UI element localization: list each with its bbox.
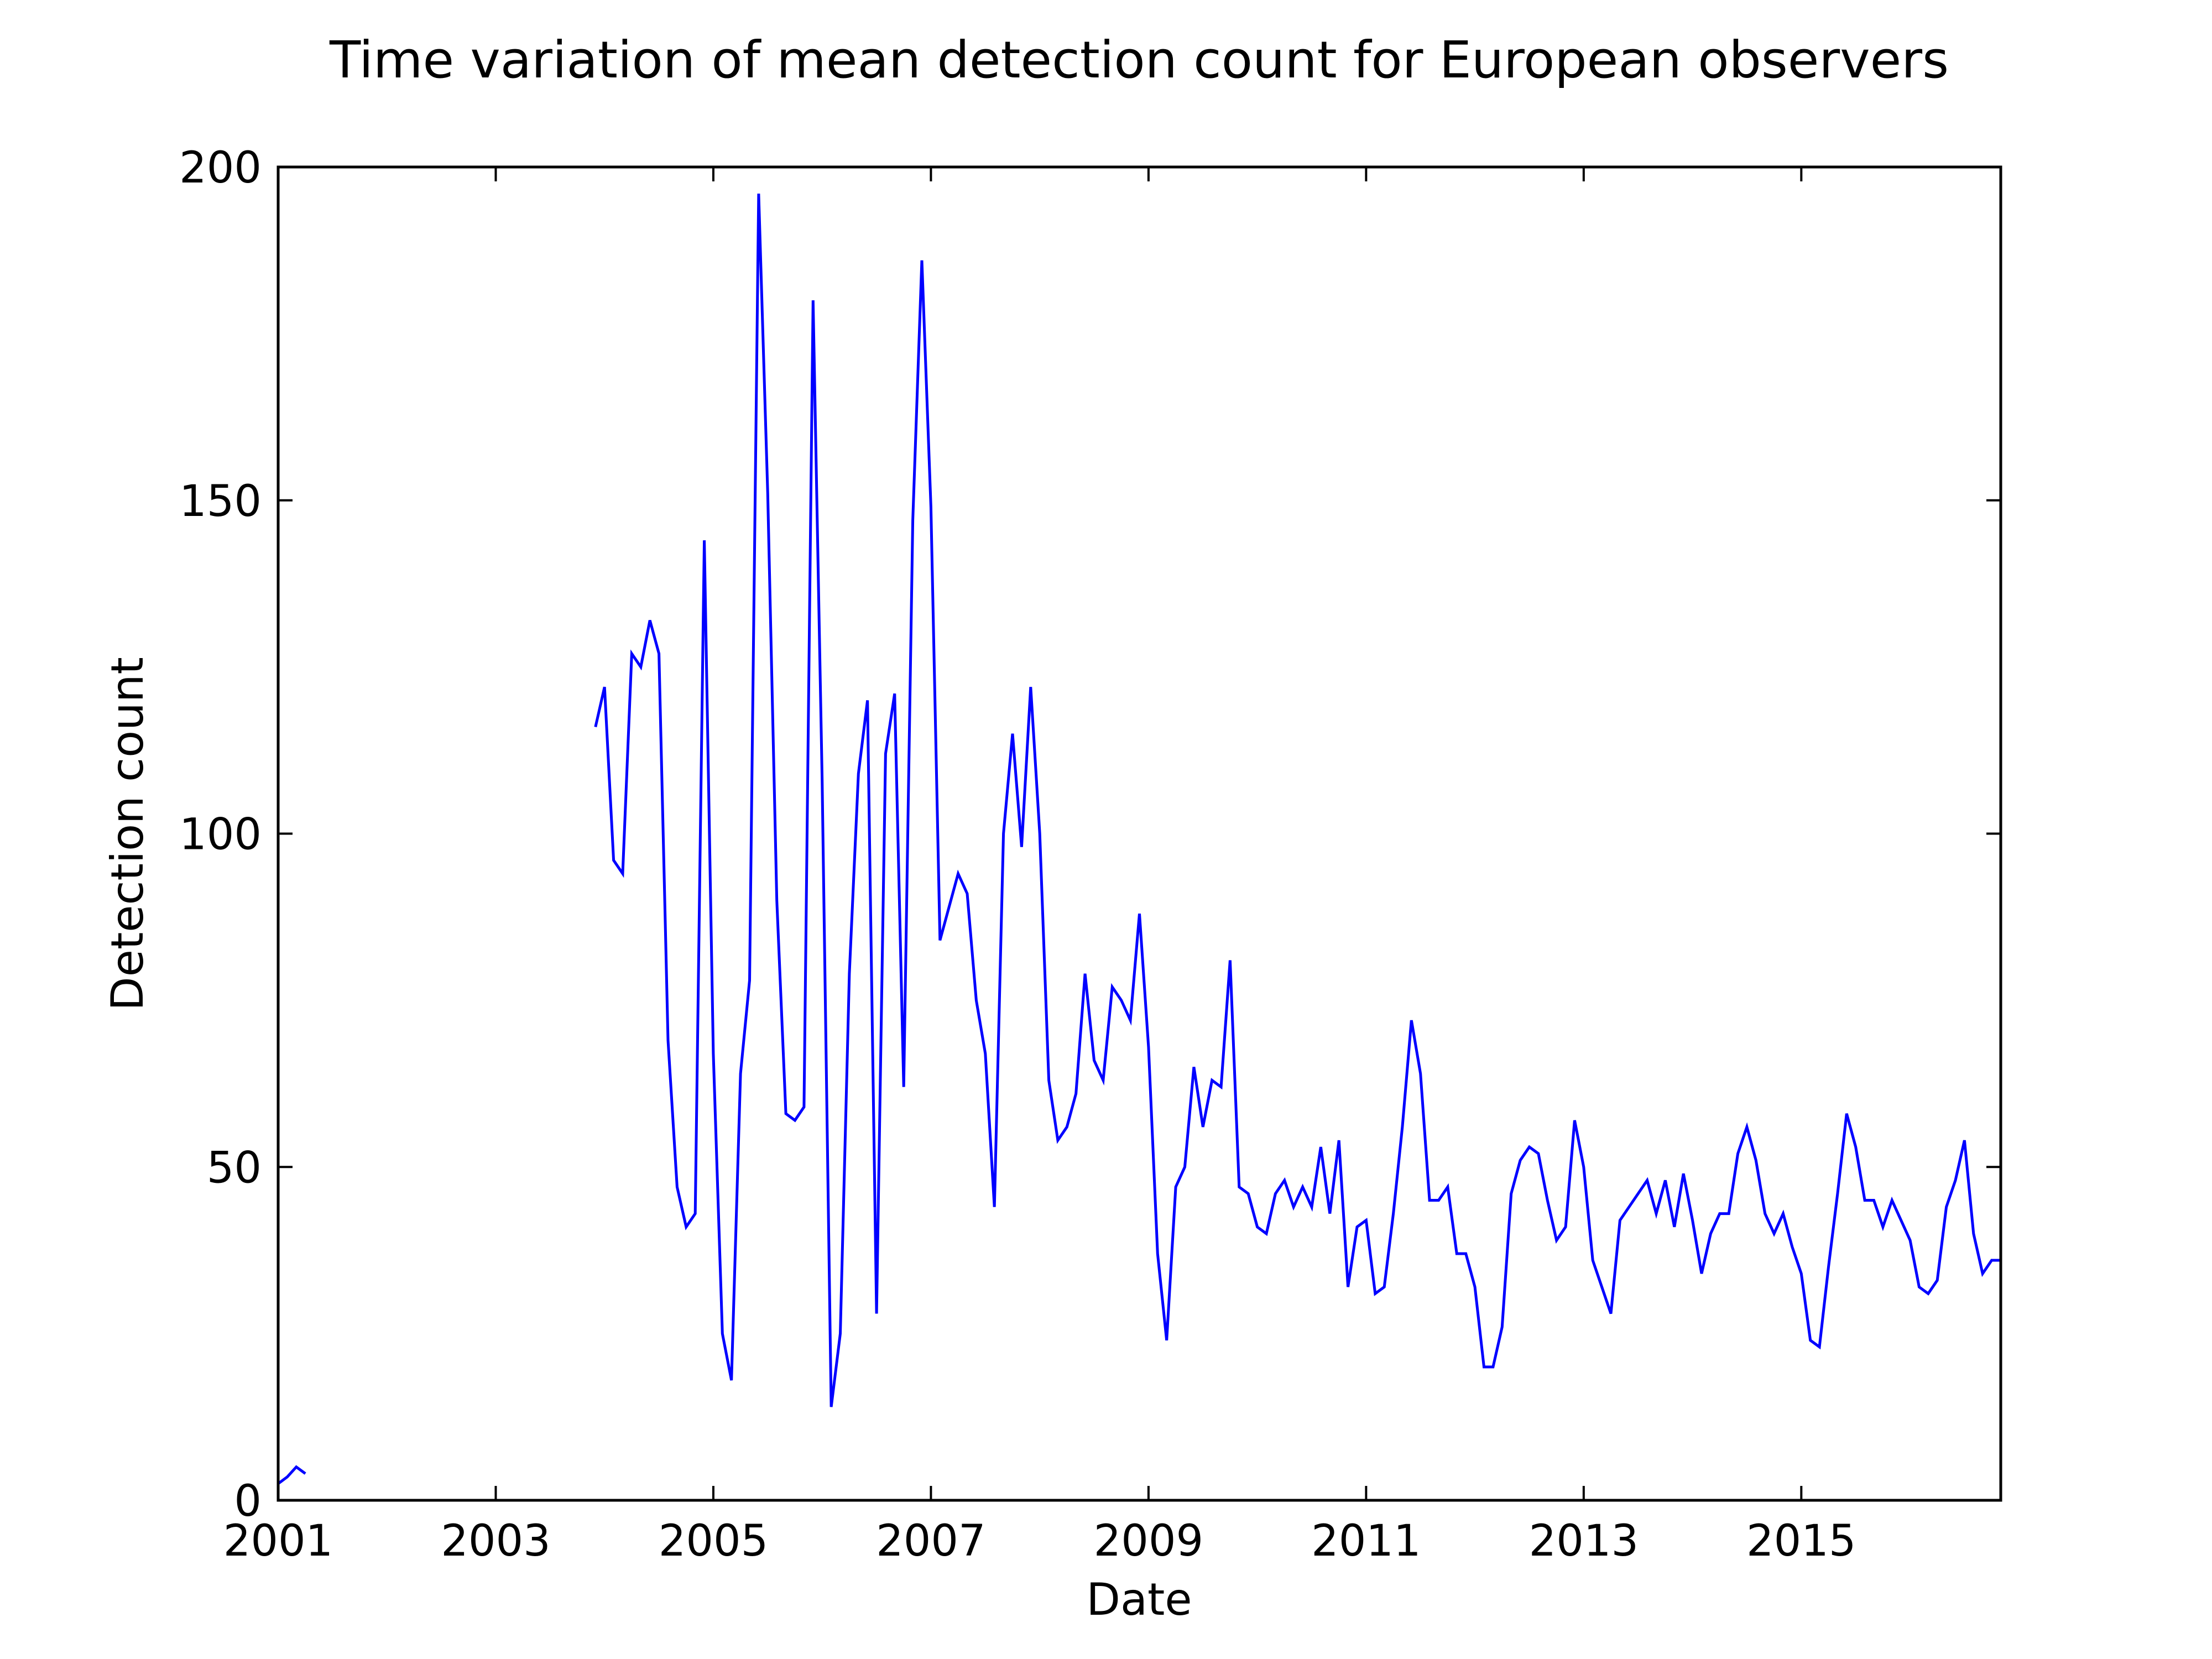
y-tick-label: 50 [207,1143,262,1193]
series-line-segment [277,1465,306,1485]
y-tick-label: 150 [179,477,262,526]
x-tick-label: 2005 [659,1516,769,1566]
x-tick-label: 2009 [1094,1516,1204,1566]
x-tick-label: 2003 [441,1516,551,1566]
y-tick-label: 0 [234,1477,262,1526]
x-tick-label: 2011 [1311,1516,1421,1566]
x-tick-label: 2001 [223,1516,333,1566]
x-tick-label: 2013 [1529,1516,1639,1566]
series-line-segment [594,194,2001,1407]
y-axis: 0 50 100 150 200 [179,143,2001,1526]
chart-title: Time variation of mean detection count f… [329,30,1949,90]
x-tick-label: 2015 [1746,1516,1856,1566]
y-tick-label: 200 [179,143,262,193]
y-axis-label: Detection count [102,657,153,1011]
plot-area [277,194,2001,1485]
x-axis: 2001 2003 2005 2007 2009 2011 2013 2015 [223,167,1856,1566]
x-tick-label: 2007 [876,1516,986,1566]
x-axis-label: Date [1086,1574,1192,1625]
y-tick-label: 100 [179,810,262,860]
